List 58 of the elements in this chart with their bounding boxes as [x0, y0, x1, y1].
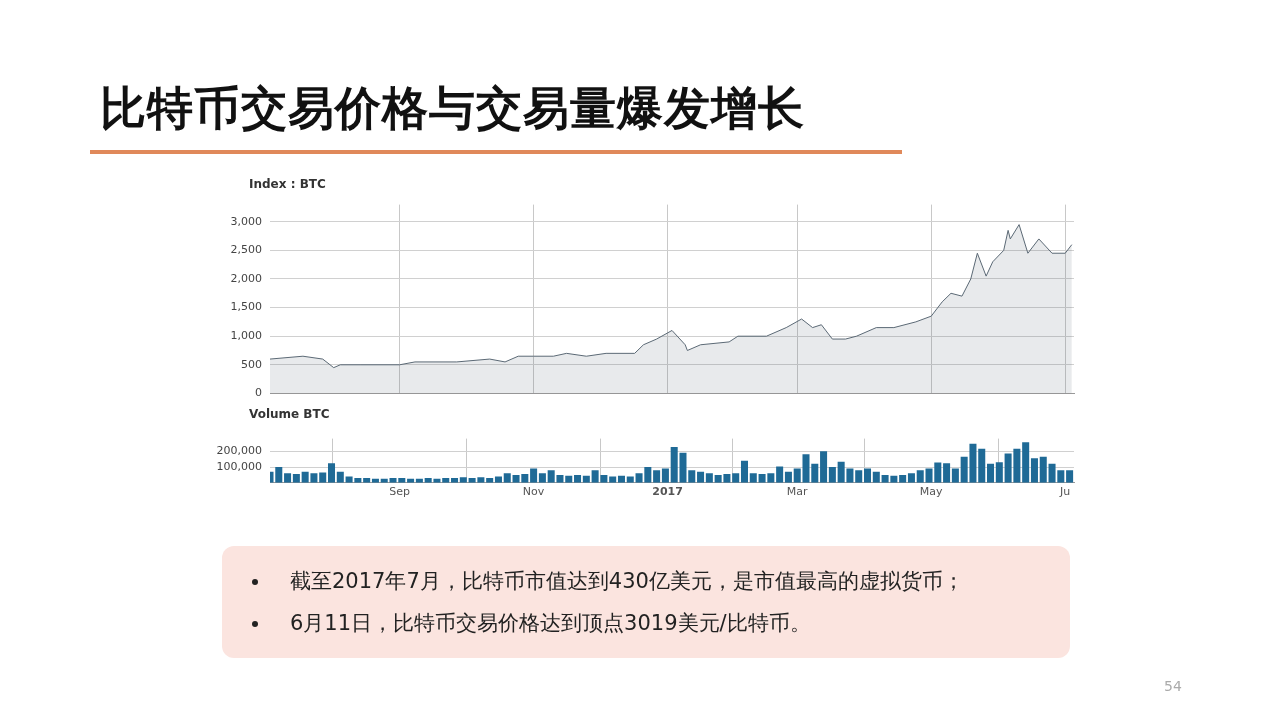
bar — [494, 476, 502, 483]
y-tick-label: 1,500 — [230, 300, 262, 314]
y-tick-label: 500 — [241, 357, 262, 371]
bar — [776, 466, 784, 483]
bar — [503, 473, 511, 483]
text: 54 — [1164, 678, 1182, 694]
y-tick-label: 200,000 — [216, 444, 262, 458]
bar — [872, 471, 880, 483]
bar — [459, 477, 467, 483]
bar — [626, 476, 634, 483]
bar — [855, 470, 863, 483]
bar — [749, 473, 757, 483]
y-tick-label: 2,000 — [230, 271, 262, 285]
bar — [820, 451, 828, 483]
bar — [995, 462, 1003, 483]
bar — [1022, 442, 1030, 483]
bar — [609, 476, 617, 483]
bar — [1066, 470, 1074, 483]
bar — [653, 470, 661, 483]
x-tick-label: Sep — [389, 485, 410, 499]
text: 6月11日，比特币交易价格达到顶点3019美元/比特币。 — [289, 610, 812, 637]
bar — [284, 473, 292, 483]
bar — [784, 471, 792, 483]
bar — [732, 473, 740, 483]
chart-title: Volume BTC — [249, 407, 330, 421]
bar — [828, 467, 836, 483]
bar — [863, 468, 872, 483]
bar — [327, 463, 336, 483]
bar — [292, 474, 300, 483]
bar — [978, 448, 986, 483]
bar — [951, 468, 959, 483]
y-tick-label: 0 — [255, 386, 262, 400]
bar — [1030, 458, 1038, 483]
bar — [661, 468, 669, 483]
bar — [336, 471, 344, 483]
x-tick-label: Nov — [522, 485, 545, 499]
chart-title: 比特币交易价格与交易量爆发增长 — [100, 80, 805, 137]
y-tick-label: 2,500 — [230, 243, 262, 257]
bar — [697, 471, 705, 483]
x-tick-label: Mar — [786, 485, 809, 499]
bar — [688, 470, 696, 483]
x-tick-label: May — [919, 485, 944, 499]
y-tick-label: 1,000 — [230, 329, 262, 343]
bar — [538, 473, 546, 483]
x-tick-label: 2017 — [652, 485, 683, 499]
bar — [740, 460, 749, 483]
chart-subtitle: Index : BTC — [249, 177, 326, 191]
x-tick-label: Ju — [1059, 485, 1071, 499]
bar — [987, 463, 995, 483]
text: 截至2017年7月，比特币市值达到430亿美元，是市值最高的虚拟货币； — [289, 568, 965, 595]
bar — [907, 473, 915, 483]
y-tick-label: 100,000 — [216, 459, 262, 473]
bar — [1039, 456, 1047, 483]
bar — [530, 468, 538, 483]
bar — [705, 473, 713, 483]
bar — [916, 470, 924, 483]
bar — [943, 463, 951, 483]
y-tick-label: 3,000 — [230, 214, 262, 228]
